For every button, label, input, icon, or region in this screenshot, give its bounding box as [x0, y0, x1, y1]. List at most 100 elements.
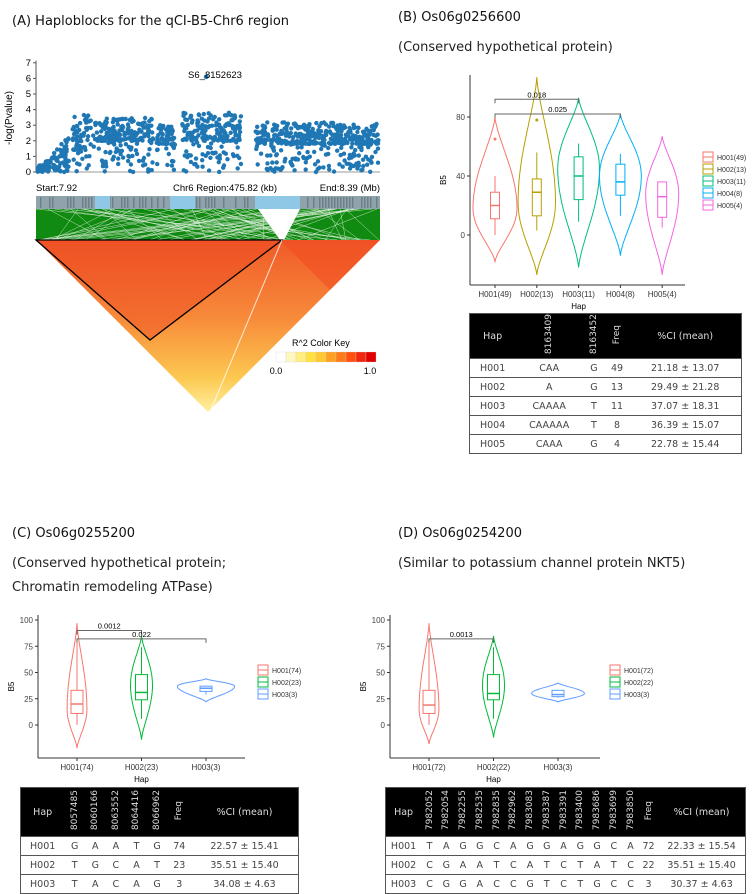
column-header-label: 8060166: [90, 790, 100, 830]
snp-point: [172, 168, 176, 172]
snp-point: [97, 147, 101, 151]
snp-point: [337, 135, 341, 139]
table-cell: 8: [605, 416, 630, 435]
snp-point: [327, 124, 331, 128]
table-cell: G: [438, 875, 455, 894]
color-key-swatch: [346, 352, 356, 362]
snp-point: [207, 124, 211, 128]
snp-point: [336, 129, 340, 133]
snp-point: [182, 168, 186, 172]
snp-point: [333, 139, 337, 143]
table-cell: 74: [167, 837, 191, 856]
snp-tick: [364, 197, 366, 208]
table-cell: G: [583, 378, 605, 397]
snp-point: [37, 164, 41, 168]
legend-label: H001(74): [272, 668, 301, 675]
manhattan-ytick-label: 2: [26, 136, 31, 147]
snp-tick: [211, 197, 213, 208]
snp-point: [223, 113, 227, 117]
table-cell: T: [538, 856, 555, 875]
snp-point: [222, 163, 226, 167]
snp-point: [217, 123, 221, 127]
manhattan-ytick-label: 4: [26, 105, 31, 116]
snp-point: [308, 155, 312, 159]
snp-point: [320, 143, 324, 147]
column-header-label: %CI (mean): [674, 807, 730, 818]
table-cell: C: [605, 837, 622, 856]
table-cell: H005: [470, 435, 516, 454]
end-label: End:8.39 (Mb): [320, 183, 380, 194]
legend-label: H005(4): [717, 203, 742, 210]
y-axis-label: B5: [7, 681, 16, 691]
legend-label: H002(22): [624, 680, 653, 687]
snp-point: [304, 142, 308, 146]
snp-point: [308, 135, 312, 139]
snp-point: [63, 164, 67, 168]
column-header-snp: 7982052: [421, 788, 438, 837]
p-value-label: 0.018: [527, 90, 546, 99]
table-cell: C: [488, 837, 505, 856]
column-header-label: 7983400: [575, 790, 585, 830]
column-header-label: 7982052: [425, 790, 435, 830]
column-header-label: 8063552: [111, 790, 121, 830]
snp-tick: [52, 197, 54, 208]
snp-point: [254, 129, 258, 133]
snp-point: [317, 132, 321, 136]
snp-point: [165, 134, 169, 138]
snp-point: [170, 138, 174, 142]
snp-point: [275, 134, 279, 138]
color-key-swatch: [326, 352, 336, 362]
snp-point: [62, 170, 66, 174]
table-cell: C: [505, 875, 522, 894]
snp-point: [279, 129, 283, 133]
snp-tick: [133, 197, 135, 208]
snp-point: [335, 149, 339, 153]
snp-point: [304, 167, 308, 171]
snp-point: [184, 149, 188, 153]
snp-tick: [325, 197, 327, 208]
snp-sparse-region: [170, 196, 195, 209]
snp-point: [342, 158, 346, 162]
xtick-label: H005(4): [648, 290, 677, 299]
snp-point: [165, 163, 169, 167]
snp-point: [208, 156, 212, 160]
snp-point: [348, 166, 352, 170]
table-cell: 49: [605, 359, 630, 378]
snp-point: [126, 154, 130, 158]
snp-point: [237, 133, 241, 137]
snp-point: [217, 117, 221, 121]
violin-chart-b: 04080B5H001(49)H001(49)H002(13)H002(13)H…: [385, 55, 756, 315]
snp-point: [71, 136, 75, 140]
snp-point: [124, 131, 128, 135]
xtick-label: H002(23): [125, 763, 159, 772]
snp-point: [265, 120, 269, 124]
snp-point: [92, 145, 96, 149]
y-axis-label: B5: [439, 175, 448, 185]
snp-point: [118, 143, 122, 147]
snp-point: [268, 153, 272, 157]
snp-point: [356, 126, 360, 130]
snp-tick: [367, 197, 369, 208]
snp-point: [150, 160, 154, 164]
snp-point: [116, 162, 120, 166]
legend-label: H001(49): [717, 155, 746, 162]
panel-d-title: (D) Os06g0254200: [398, 526, 522, 541]
snp-point: [370, 140, 374, 144]
snp-point: [183, 111, 187, 115]
snp-point: [160, 136, 164, 140]
snp-point: [236, 145, 240, 149]
snp-tick: [337, 197, 339, 208]
column-header-snp: 7983850: [622, 788, 639, 837]
column-header-label: %CI (mean): [657, 331, 713, 342]
snp-point: [72, 115, 76, 119]
snp-point: [208, 135, 212, 139]
snp-point: [103, 127, 107, 131]
table-cell: G: [522, 875, 539, 894]
color-key-swatch: [276, 352, 286, 362]
table-cell: H001: [386, 837, 422, 856]
table-cell: C: [488, 875, 505, 894]
